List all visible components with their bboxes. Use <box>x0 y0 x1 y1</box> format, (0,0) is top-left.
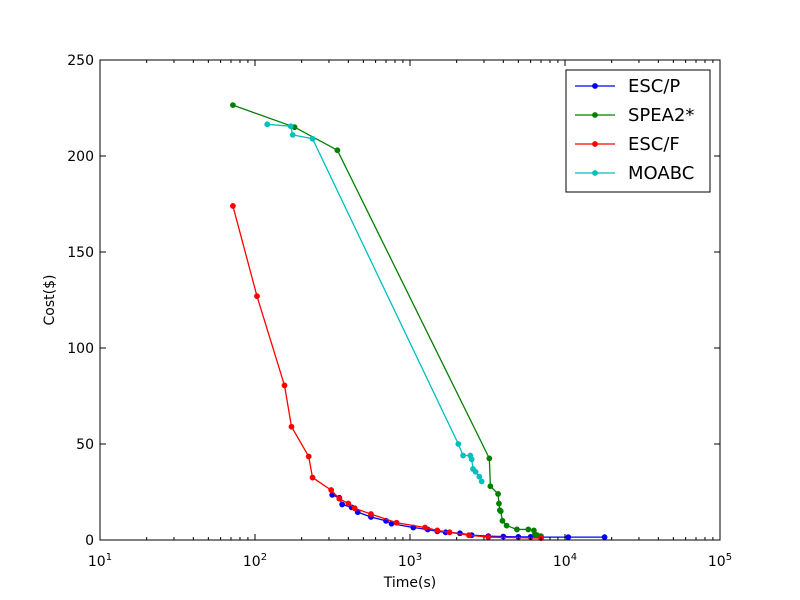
y-axis-label: Cost($) <box>42 275 58 326</box>
series-point-2 <box>393 519 400 526</box>
series-point-0 <box>565 534 572 541</box>
y-tick-label: 50 <box>76 437 94 453</box>
plot-frame <box>99 59 721 541</box>
x-tick-label-exponent: 5 <box>726 552 732 563</box>
series-point-3 <box>460 452 466 459</box>
series-point-2 <box>281 382 288 389</box>
x-tick-label-exponent: 4 <box>571 552 577 563</box>
series-point-1 <box>495 491 501 497</box>
series-point-2 <box>254 293 260 300</box>
x-tick-label: 103 <box>398 552 422 570</box>
x-tick-label: 101 <box>88 552 112 570</box>
series-point-2 <box>368 511 374 517</box>
x-tick-label: 105 <box>708 552 732 570</box>
series-point-1 <box>229 102 236 109</box>
series-point-3 <box>309 135 316 142</box>
legend: ESC/P SPEA2* ESC/F MOABC <box>565 69 711 193</box>
series-point-3 <box>455 441 462 447</box>
x-tick-label-exponent: 1 <box>106 552 112 563</box>
x-tick-label-base: 10 <box>398 554 416 570</box>
series-point-2 <box>305 453 312 460</box>
series-point-1 <box>497 508 504 515</box>
series-line-2 <box>232 205 542 539</box>
series-point-2 <box>336 495 343 502</box>
series-point-1 <box>514 526 520 533</box>
legend-marker <box>592 141 598 147</box>
y-tick-label: 200 <box>67 149 94 165</box>
x-tick-label-base: 10 <box>243 554 261 570</box>
series-point-2 <box>434 527 441 534</box>
series-point-1 <box>487 483 494 490</box>
y-tick-label: 0 <box>85 533 94 549</box>
legend-label: MOABC <box>628 163 694 184</box>
series-point-0 <box>601 534 608 541</box>
x-tick-label: 102 <box>243 552 267 570</box>
legend-marker <box>592 112 598 118</box>
series-point-2 <box>446 529 453 536</box>
series-point-1 <box>486 455 493 462</box>
x-tick-label: 104 <box>553 552 577 570</box>
series-point-3 <box>264 121 271 128</box>
series-point-2 <box>485 534 492 541</box>
series-point-2 <box>422 524 428 531</box>
series-point-2 <box>345 500 352 507</box>
series-point-3 <box>478 478 485 485</box>
series-point-2 <box>288 423 295 430</box>
legend-frame <box>565 69 711 193</box>
series-point-3 <box>468 456 475 463</box>
legend-label: ESC/P <box>628 76 680 97</box>
legend-marker <box>592 83 598 89</box>
series-point-3 <box>289 131 296 138</box>
series-point-3 <box>472 468 479 475</box>
series-point-2 <box>466 532 472 539</box>
x-axis-label: Time(s) <box>383 575 436 591</box>
series-point-2 <box>309 474 316 481</box>
y-tick-label: 250 <box>67 53 94 69</box>
series-point-2 <box>328 487 335 493</box>
x-tick-label-exponent: 2 <box>261 552 267 563</box>
series-point-1 <box>525 526 532 533</box>
series-point-1 <box>499 517 506 524</box>
series-point-3 <box>476 473 483 480</box>
legend-marker <box>592 170 598 176</box>
series-point-2 <box>229 203 236 209</box>
series-point-1 <box>503 522 510 529</box>
series-point-1 <box>334 147 341 154</box>
legend-label: ESC/F <box>628 134 680 155</box>
x-tick-label-base: 10 <box>553 554 571 570</box>
series-layer <box>229 102 608 541</box>
x-tick-label-base: 10 <box>708 554 726 570</box>
y-tick-label: 150 <box>67 245 94 261</box>
series-point-2 <box>351 505 358 512</box>
y-tick-label: 100 <box>67 341 94 357</box>
series-point-3 <box>287 123 294 130</box>
series-point-0 <box>339 501 346 508</box>
series-point-1 <box>496 500 502 507</box>
x-tick-label-exponent: 3 <box>416 552 422 563</box>
legend-label: SPEA2* <box>628 105 694 126</box>
x-tick-label-base: 10 <box>88 554 106 570</box>
